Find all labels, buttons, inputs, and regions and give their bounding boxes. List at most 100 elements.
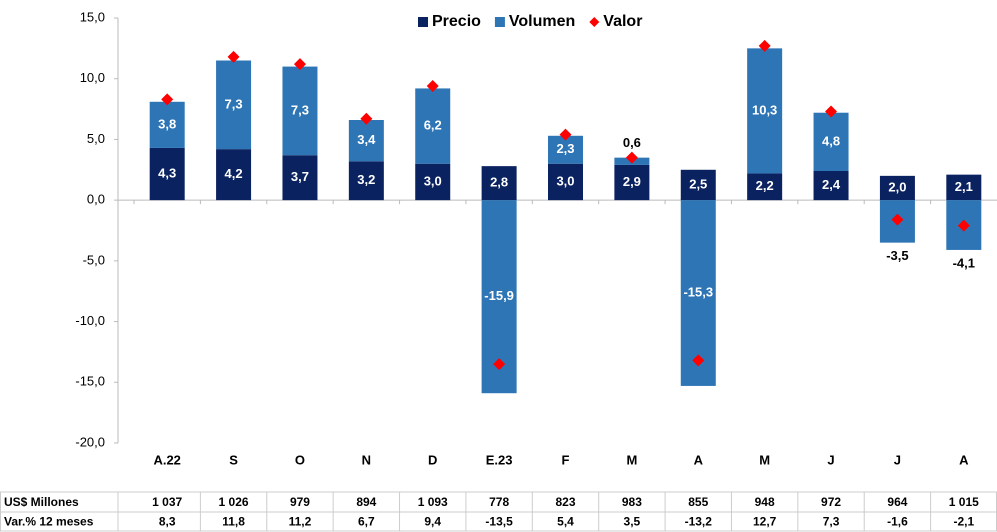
bar-label: 2,8 [490, 175, 508, 190]
bar-volumen [348, 120, 384, 162]
bar-label: 4,3 [158, 165, 176, 180]
x-tick-label: M [759, 452, 770, 467]
y-tick-label: -20,0 [75, 434, 105, 449]
table-cell: 948 [755, 495, 775, 509]
bar-precio [680, 169, 716, 201]
marker-valor [493, 358, 506, 371]
bar-volumen [813, 112, 849, 171]
y-tick-label: 10,0 [80, 70, 105, 85]
table-cell: 983 [622, 495, 642, 509]
x-tick-label: F [562, 452, 570, 467]
legend-label: Valor [603, 13, 642, 30]
bar-precio [348, 161, 384, 201]
y-tick-label: -10,0 [75, 313, 105, 328]
table-row-label: US$ Millones [4, 495, 79, 509]
bar-label: 3,7 [291, 169, 309, 184]
bar-volumen [282, 66, 318, 156]
table-cell: 1 026 [219, 495, 249, 509]
marker-valor [559, 128, 572, 141]
table-cell: 964 [887, 495, 907, 509]
table-cell: 3,5 [624, 515, 641, 529]
bar-label: 10,3 [752, 102, 777, 117]
table-cell: 12,7 [753, 515, 777, 529]
bar-label: -15,9 [484, 288, 514, 303]
bar-volumen [216, 60, 252, 150]
table-cell: 894 [356, 495, 376, 509]
bar-label: 3,0 [424, 173, 442, 188]
legend-marker [494, 17, 505, 27]
x-tick-label: A [694, 452, 704, 467]
table-cell: 1 015 [949, 495, 979, 509]
bar-label: 2,0 [888, 179, 906, 194]
marker-valor [825, 105, 838, 118]
bar-precio [879, 175, 915, 201]
x-tick-label: A.22 [153, 452, 180, 467]
table-row-label: Var.% 12 meses [4, 515, 94, 529]
bar-precio [282, 155, 318, 201]
bar-label: 4,8 [822, 133, 840, 148]
bar-label: -15,3 [683, 284, 713, 299]
bar-label: 3,8 [158, 116, 176, 131]
bar-precio [946, 174, 982, 201]
x-tick-label: N [362, 452, 371, 467]
x-tick-label: J [827, 452, 834, 467]
bar-label: 6,2 [424, 118, 442, 133]
x-tick-label: M [626, 452, 637, 467]
table-cell: 823 [555, 495, 575, 509]
y-tick-label: -5,0 [83, 252, 105, 267]
table-cell: 5,4 [557, 515, 574, 529]
legend-marker [589, 17, 600, 27]
bar-precio [415, 163, 451, 201]
bar-label: 4,2 [225, 166, 243, 181]
legend-label: Volumen [509, 13, 575, 30]
bar-precio [216, 149, 252, 201]
y-tick-label: 15,0 [80, 9, 105, 24]
bar-precio [548, 163, 583, 201]
bar-label: 3,0 [556, 173, 574, 188]
marker-valor [426, 80, 439, 92]
table-cell: -1,6 [887, 515, 908, 529]
y-tick-label: 5,0 [87, 131, 105, 146]
bar-label: 0,6 [623, 135, 641, 150]
bar-volumen [747, 48, 783, 174]
table-cell: 9,4 [424, 515, 441, 529]
marker-valor [161, 93, 174, 106]
bar-volumen [415, 88, 451, 164]
x-tick-label: S [229, 452, 238, 467]
table-cell: 8,3 [159, 515, 176, 529]
bar-label: 2,3 [556, 141, 574, 156]
bar-precio [813, 171, 849, 201]
marker-valor [625, 151, 638, 164]
x-tick-label: D [428, 452, 437, 467]
x-tick-label: E.23 [486, 452, 513, 467]
x-tick-label: A [959, 452, 969, 467]
table-cell: 855 [688, 495, 708, 509]
bar-label: -3,5 [886, 248, 908, 263]
bar-label: 2,1 [955, 179, 973, 194]
bar-precio [149, 147, 185, 201]
bar-precio [747, 173, 783, 201]
table-cell: -13,5 [485, 515, 513, 529]
y-tick-label: 0,0 [87, 192, 105, 207]
y-tick-label: -15,0 [75, 374, 105, 389]
table-cell: 6,7 [358, 515, 375, 529]
bar-label: 2,5 [689, 176, 707, 191]
bar-label: 3,2 [357, 172, 375, 187]
marker-valor [227, 50, 240, 63]
bar-label: 2,4 [822, 177, 841, 192]
table-cell: -2,1 [953, 515, 974, 529]
bar-precio [614, 164, 650, 201]
bar-label: 2,2 [756, 178, 774, 193]
table-cell: -13,2 [685, 515, 713, 529]
bar-label: 3,4 [357, 132, 376, 147]
marker-valor [891, 213, 904, 226]
bar-volumen [149, 101, 185, 148]
table-cell: 7,3 [823, 515, 840, 529]
marker-valor [360, 112, 373, 125]
bar-label: -4,1 [953, 255, 975, 270]
x-tick-label: O [295, 452, 305, 467]
legend-label: Precio [432, 13, 481, 30]
bar-label: 7,3 [225, 96, 243, 111]
table-cell: 778 [489, 495, 509, 509]
